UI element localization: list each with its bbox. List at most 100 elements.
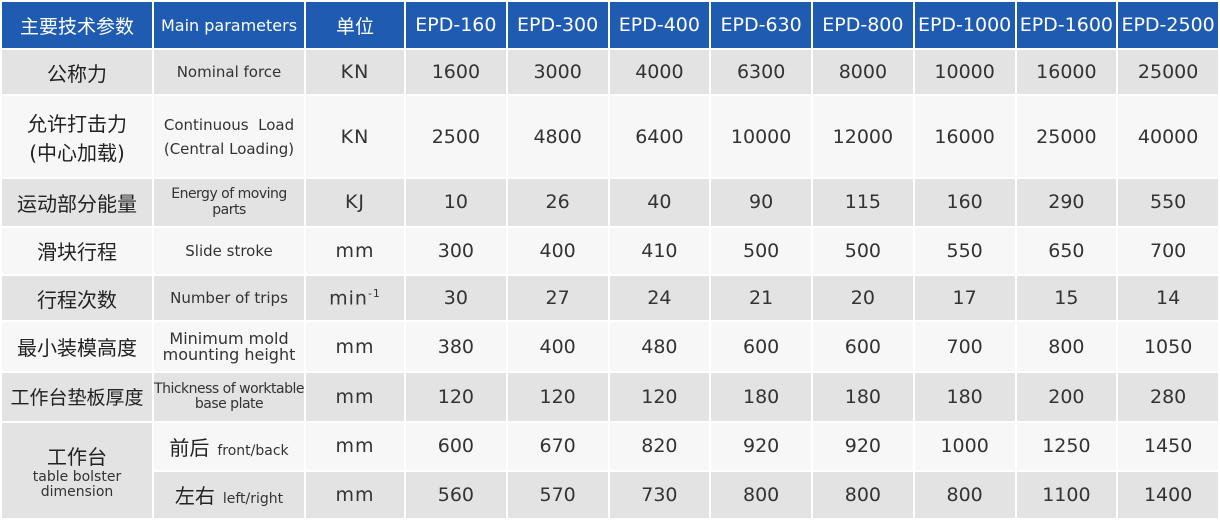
value-cell: 12000 [813, 96, 913, 178]
value-cell: 800 [813, 471, 913, 518]
value-cell: 6300 [711, 50, 811, 95]
param-name-cn-line: (中心加载) [29, 140, 125, 165]
param-name-cn: 工作台垫板厚度 [2, 372, 152, 422]
value-cell: 400 [507, 227, 608, 274]
value-cell: 1400 [1118, 471, 1218, 518]
value-cell: 1050 [1118, 322, 1218, 371]
value-cell: 180 [813, 372, 913, 422]
value-cell: 4000 [609, 50, 710, 95]
header-model: EPD-630 [711, 2, 811, 48]
value-cell: 20 [813, 275, 913, 321]
sub-param-en: front/back [217, 442, 289, 459]
value-cell: 14 [1118, 275, 1218, 321]
value-cell: 500 [813, 227, 913, 274]
value-cell: 1450 [1118, 423, 1218, 470]
value-cell: 115 [813, 179, 913, 226]
value-cell: 8000 [813, 50, 913, 95]
value-cell: 25000 [1016, 96, 1117, 178]
value-cell: 10000 [914, 50, 1015, 95]
value-cell: 410 [609, 227, 710, 274]
dimension-label-en: table bolster [32, 469, 122, 486]
param-name-en-line: Minimum mold [169, 328, 289, 348]
value-cell: 600 [406, 423, 506, 470]
table-row: 工作台 table bolster dimension 前后 front/back… [2, 423, 1218, 518]
value-cell: 730 [609, 471, 710, 518]
unit-cell: min-1 [306, 275, 404, 321]
unit-cell: KN [306, 50, 404, 95]
value-cell: 30 [406, 275, 506, 321]
value-cell: 120 [609, 372, 710, 422]
value-cell: 40000 [1118, 96, 1218, 178]
header-param-cn: 主要技术参数 [2, 2, 152, 48]
header-model: EPD-160 [406, 2, 506, 48]
value-cell: 380 [406, 322, 506, 371]
header-model: EPD-1600 [1016, 2, 1117, 48]
value-cell: 160 [914, 179, 1015, 226]
table-row: 最小装模高度 Minimum mold mounting height mm 3… [2, 322, 1218, 371]
param-name-en-line: base plate [194, 395, 264, 412]
param-name-en-line: mounting height [162, 344, 296, 364]
param-name-en: Energy of moving parts [154, 179, 304, 226]
table-row: 允许打击力 (中心加载) Continuous Load (Central Lo… [2, 96, 1218, 178]
value-cell: 24 [609, 275, 710, 321]
header-unit: 单位 [306, 2, 404, 48]
param-name-cn: 允许打击力 (中心加载) [2, 96, 152, 178]
param-name-en: Thickness of worktable base plate [154, 372, 304, 422]
value-cell: 800 [711, 471, 811, 518]
table-row: 滑块行程 Slide stroke mm 300 400 410 500 500… [2, 227, 1218, 274]
value-cell: 25000 [1118, 50, 1218, 95]
value-cell: 670 [507, 423, 608, 470]
value-cell: 500 [711, 227, 811, 274]
table-row: 运动部分能量 Energy of moving parts KJ 10 26 4… [2, 179, 1218, 226]
sub-param-cn: 前后 [169, 435, 210, 460]
value-cell: 1600 [406, 50, 506, 95]
unit-exponent: -1 [367, 286, 381, 300]
value-cell: 6400 [609, 96, 710, 178]
param-name-en: Continuous Load (Central Loading) [154, 96, 304, 178]
unit-cell: mm [306, 322, 404, 371]
param-name-cn: 最小装模高度 [2, 322, 152, 371]
unit-text: min [329, 287, 368, 310]
sub-param-front-back: 前后 front/back [154, 423, 304, 470]
value-cell: 300 [406, 227, 506, 274]
value-cell: 3000 [507, 50, 608, 95]
value-cell: 600 [813, 322, 913, 371]
value-cell: 26 [507, 179, 608, 226]
value-cell: 560 [406, 471, 506, 518]
sub-param-cn: 左右 [174, 484, 215, 509]
param-name-cn: 滑块行程 [2, 227, 152, 274]
value-cell: 21 [711, 275, 811, 321]
param-name-cn: 公称力 [2, 50, 152, 95]
param-name-en-line: (Central Loading) [163, 139, 295, 158]
param-name-en: Slide stroke [154, 227, 304, 274]
value-cell: 800 [914, 471, 1015, 518]
value-cell: 1000 [914, 423, 1015, 470]
value-cell: 700 [914, 322, 1015, 371]
unit-cell: mm [306, 372, 404, 422]
header-model: EPD-400 [609, 2, 710, 48]
value-cell: 40 [609, 179, 710, 226]
sub-param-left-right: 左右 left/right [154, 471, 304, 518]
value-cell: 920 [813, 423, 913, 470]
header-model: EPD-1000 [914, 2, 1015, 48]
param-name-cn: 运动部分能量 [2, 179, 152, 226]
value-cell: 10000 [711, 96, 811, 178]
table-row: 工作台垫板厚度 Thickness of worktable base plat… [2, 372, 1218, 422]
value-cell: 290 [1016, 179, 1117, 226]
value-cell: 920 [711, 423, 811, 470]
param-name-en: Minimum mold mounting height [154, 322, 304, 371]
value-cell: 1100 [1016, 471, 1117, 518]
value-cell: 27 [507, 275, 608, 321]
value-cell: 15 [1016, 275, 1117, 321]
value-cell: 180 [711, 372, 811, 422]
value-cell: 400 [507, 322, 608, 371]
value-cell: 820 [609, 423, 710, 470]
value-cell: 120 [406, 372, 506, 422]
value-cell: 700 [1118, 227, 1218, 274]
value-cell: 550 [914, 227, 1015, 274]
param-name-en: Nominal force [154, 50, 304, 95]
value-cell: 480 [609, 322, 710, 371]
value-cell: 200 [1016, 372, 1117, 422]
value-cell: 650 [1016, 227, 1117, 274]
